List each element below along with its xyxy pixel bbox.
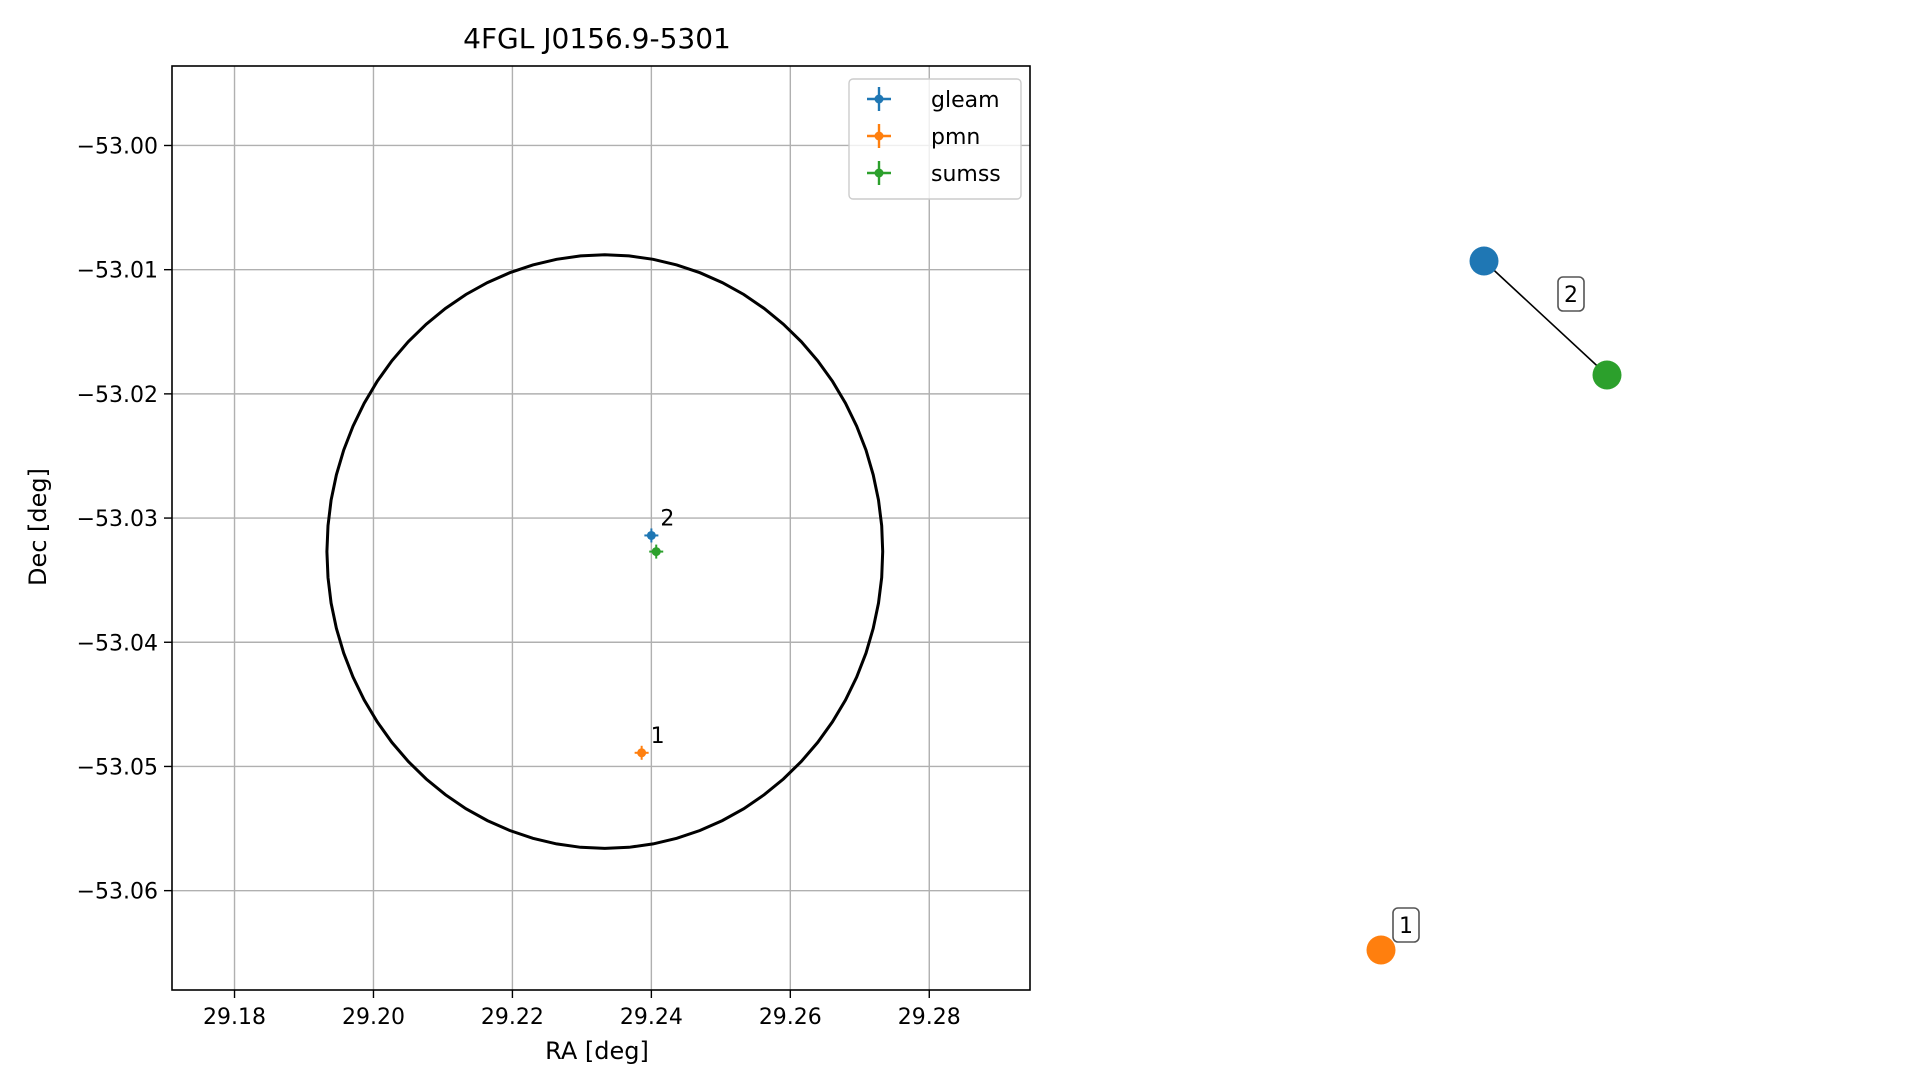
data-point-sumss	[649, 544, 664, 559]
grid	[172, 66, 1030, 990]
x-tick-label: 29.28	[898, 1005, 961, 1030]
network-edges	[1483, 260, 1608, 376]
error-ellipse	[325, 253, 885, 850]
point-annotations: 21	[651, 506, 675, 748]
chart-title: 4FGL J0156.9-5301	[463, 22, 731, 55]
network-node-sumss	[1592, 360, 1622, 390]
legend-entry-pmn: pmn	[867, 124, 980, 150]
y-tick-label: −53.02	[77, 383, 158, 408]
x-tick-label: 29.22	[481, 1005, 544, 1030]
network-panel: 21	[1366, 246, 1622, 965]
plot-frame	[171, 65, 1031, 991]
y-tick-label: −53.03	[77, 507, 158, 532]
network-edge	[1483, 260, 1608, 376]
x-tick-label: 29.24	[620, 1005, 683, 1030]
point-annotation: 2	[660, 506, 674, 531]
y-tick-label: −53.05	[77, 755, 158, 780]
legend-label: gleam	[931, 88, 1000, 113]
y-axis-label: Dec [deg]	[24, 468, 52, 586]
data-point-gleam	[644, 528, 659, 543]
network-node-gleam	[1469, 246, 1499, 276]
legend-label: sumss	[931, 162, 1001, 187]
legend-label: pmn	[931, 125, 980, 150]
error-ellipse-layer	[325, 253, 885, 850]
scatter-panel: 4FGL J0156.9-5301 21 29.18 29.20 29.22 29.2…	[24, 22, 1031, 1065]
point-annotation: 1	[651, 724, 665, 749]
legend-entry-sumss: sumss	[867, 161, 1001, 187]
x-tick-label: 29.26	[759, 1005, 822, 1030]
network-group-label: 1	[1392, 907, 1420, 943]
x-axis-label: RA [deg]	[545, 1037, 649, 1065]
data-point-pmn	[634, 745, 649, 760]
legend-entry-gleam: gleam	[867, 87, 1000, 113]
axis-ticks: 29.18 29.20 29.22 29.24 29.26 29.28 −53.00 −53.…	[77, 134, 961, 1030]
network-node-pmn	[1366, 935, 1396, 965]
y-tick-label: −53.06	[77, 880, 158, 905]
y-tick-label: −53.00	[77, 134, 158, 159]
network-nodes	[1366, 246, 1622, 965]
data-points	[634, 528, 664, 760]
svg-text:2: 2	[1564, 283, 1578, 308]
x-tick-label: 29.20	[342, 1005, 405, 1030]
network-group-label: 2	[1557, 276, 1585, 312]
y-tick-label: −53.01	[77, 259, 158, 284]
legend-frame	[848, 78, 1022, 200]
legend: gleam pmn sumss	[848, 78, 1022, 200]
network-group-labels: 21	[1392, 276, 1585, 943]
svg-text:1: 1	[1399, 914, 1413, 939]
x-tick-label: 29.18	[203, 1005, 266, 1030]
y-tick-label: −53.04	[77, 631, 158, 656]
